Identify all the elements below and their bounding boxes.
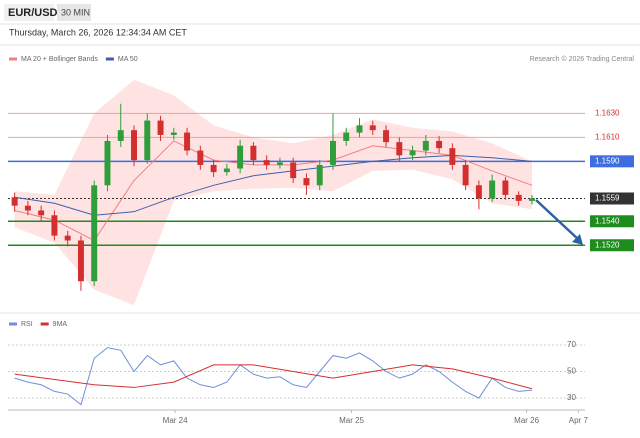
- candle-body: [276, 162, 283, 165]
- candle-body: [528, 198, 535, 201]
- y-tick-label: 50: [567, 367, 576, 376]
- candle-body: [197, 150, 204, 165]
- y-tick-label: 70: [567, 340, 576, 349]
- candle-body: [515, 194, 522, 201]
- candle-body: [475, 185, 482, 199]
- candle-body: [356, 125, 363, 133]
- symbol-box: [4, 4, 54, 21]
- candle-body: [64, 235, 71, 241]
- bollinger-band: [14, 79, 532, 306]
- legend-label: RSI: [21, 321, 33, 328]
- candle-body: [144, 120, 151, 161]
- candle-body: [436, 140, 443, 149]
- x-tick-label: Apr 7: [569, 416, 589, 425]
- candle-body: [117, 130, 124, 141]
- candle-body: [131, 130, 137, 161]
- level-label: 1.1559: [595, 194, 620, 203]
- credit: Research © 2026 Trading Central: [530, 55, 635, 63]
- candle-body: [462, 164, 469, 186]
- candle-body: [91, 185, 98, 282]
- candle-body: [223, 168, 230, 173]
- level-label-box: [590, 215, 634, 228]
- indicator-line: [14, 364, 533, 390]
- candle-body: [24, 205, 31, 211]
- candle-body: [396, 142, 403, 156]
- candle-body: [449, 148, 456, 165]
- level-label-box: [590, 239, 634, 252]
- y-tick-label: 30: [567, 393, 576, 402]
- candle-body: [237, 145, 244, 169]
- interval-box: [57, 4, 91, 21]
- candle-body: [11, 197, 18, 206]
- candle-body: [77, 240, 84, 282]
- level-label: 1.1610: [595, 132, 620, 141]
- level-label: 1.1630: [595, 108, 620, 117]
- candle-body: [263, 160, 270, 165]
- level-label-box: [590, 155, 634, 168]
- interval: 30 MIN: [61, 7, 90, 17]
- ma-line: [14, 140, 533, 242]
- candle-body: [316, 164, 323, 186]
- candle-body: [157, 120, 164, 135]
- legend-label: MA 50: [118, 56, 138, 63]
- candle-body: [303, 178, 310, 186]
- legend-label: MA 20 + Bollinger Bands: [21, 56, 98, 63]
- candle-body: [51, 215, 58, 236]
- candle-body: [369, 125, 376, 131]
- level-label: 1.1520: [595, 240, 620, 249]
- x-tick-label: Mar 24: [163, 416, 188, 425]
- candle-body: [329, 140, 336, 165]
- datetime: Thursday, March 26, 2026 12:34:34 AM CET: [9, 27, 187, 37]
- candle-body: [409, 150, 416, 156]
- candle-body: [184, 132, 191, 151]
- candle-body: [38, 210, 45, 216]
- ma-line: [14, 154, 532, 216]
- candle-body: [170, 132, 177, 135]
- candle-body: [210, 164, 217, 173]
- candle-body: [383, 130, 390, 143]
- level-label: 1.1590: [595, 156, 620, 165]
- forecast-arrow: [535, 199, 580, 241]
- level-label: 1.1540: [595, 216, 620, 225]
- x-tick-label: Mar 25: [339, 416, 364, 425]
- candle-body: [502, 180, 509, 195]
- legend-label: 9MA: [53, 321, 68, 328]
- candle-body: [104, 140, 111, 186]
- candle-body: [489, 180, 496, 199]
- candle-body: [290, 162, 297, 179]
- x-tick-label: Mar 26: [514, 416, 539, 425]
- candle-body: [422, 140, 429, 151]
- candle-body: [343, 132, 350, 141]
- level-label-box: [590, 192, 634, 205]
- forecast-arrow-head: [572, 234, 583, 245]
- indicator-line: [14, 347, 532, 406]
- symbol: EUR/USD: [8, 7, 58, 19]
- candle-body: [250, 145, 257, 161]
